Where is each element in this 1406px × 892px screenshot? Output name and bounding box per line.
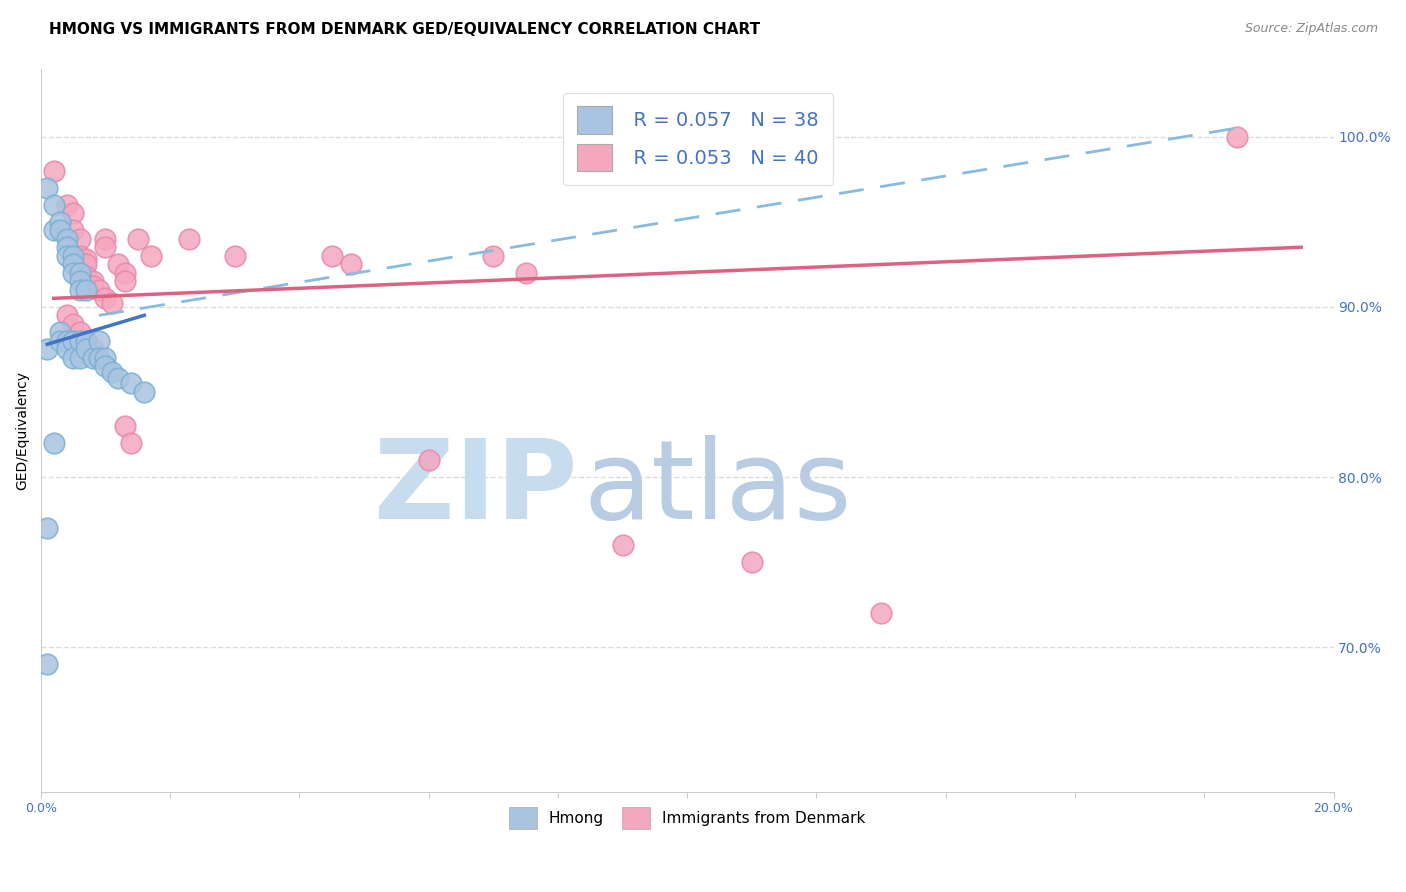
Point: [62, 334, 84, 348]
Text: ZIP: ZIP: [374, 434, 578, 541]
Point: [82, 274, 104, 288]
Point: [69, 232, 91, 246]
Point: [134, 384, 156, 399]
Point: [612, 538, 634, 552]
Text: atlas: atlas: [583, 434, 852, 541]
Point: [42, 197, 65, 211]
Point: [75, 334, 97, 348]
Point: [62, 351, 84, 365]
Text: HMONG VS IMMIGRANTS FROM DENMARK GED/EQUIVALENCY CORRELATION CHART: HMONG VS IMMIGRANTS FROM DENMARK GED/EQU…: [49, 22, 761, 37]
Point: [82, 279, 104, 293]
Point: [55, 232, 77, 246]
Point: [69, 326, 91, 340]
Point: [55, 197, 77, 211]
Point: [75, 283, 97, 297]
Point: [69, 351, 91, 365]
Point: [42, 163, 65, 178]
Point: [82, 351, 104, 365]
Point: [139, 249, 162, 263]
Point: [741, 555, 763, 569]
Point: [55, 343, 77, 357]
Y-axis label: GED/Equivalency: GED/Equivalency: [15, 371, 30, 490]
Point: [75, 269, 97, 284]
Point: [49, 334, 72, 348]
Point: [101, 364, 124, 378]
Point: [69, 266, 91, 280]
Point: [62, 206, 84, 220]
Point: [224, 249, 246, 263]
Point: [49, 326, 72, 340]
Point: [62, 317, 84, 331]
Point: [75, 257, 97, 271]
Point: [49, 215, 72, 229]
Point: [114, 274, 136, 288]
Point: [42, 223, 65, 237]
Point: [37, 180, 59, 194]
Point: [82, 343, 104, 357]
Point: [120, 376, 142, 391]
Point: [75, 252, 97, 267]
Point: [75, 343, 97, 357]
Point: [94, 232, 117, 246]
Point: [37, 521, 59, 535]
Point: [179, 232, 201, 246]
Point: [482, 249, 505, 263]
Point: [55, 240, 77, 254]
Point: [340, 257, 363, 271]
Point: [55, 249, 77, 263]
Point: [87, 351, 110, 365]
Point: [55, 309, 77, 323]
Point: [87, 283, 110, 297]
Point: [101, 296, 124, 310]
Point: [42, 436, 65, 450]
Point: [94, 240, 117, 254]
Point: [94, 351, 117, 365]
Point: [69, 283, 91, 297]
Point: [69, 334, 91, 348]
Point: [107, 371, 129, 385]
Point: [321, 249, 343, 263]
Point: [94, 359, 117, 374]
Point: [75, 334, 97, 348]
Text: Source: ZipAtlas.com: Source: ZipAtlas.com: [1244, 22, 1378, 36]
Point: [55, 334, 77, 348]
Point: [114, 419, 136, 434]
Point: [870, 606, 893, 620]
Point: [94, 291, 117, 305]
Point: [107, 257, 129, 271]
Point: [37, 343, 59, 357]
Point: [37, 657, 59, 672]
Point: [62, 223, 84, 237]
Point: [114, 266, 136, 280]
Point: [1225, 129, 1247, 144]
Point: [515, 266, 537, 280]
Point: [69, 249, 91, 263]
Point: [62, 257, 84, 271]
Point: [87, 334, 110, 348]
Point: [62, 249, 84, 263]
Legend: Hmong, Immigrants from Denmark: Hmong, Immigrants from Denmark: [503, 801, 872, 835]
Point: [69, 274, 91, 288]
Point: [120, 436, 142, 450]
Point: [62, 266, 84, 280]
Point: [418, 453, 440, 467]
Point: [87, 351, 110, 365]
Point: [127, 232, 149, 246]
Point: [49, 223, 72, 237]
